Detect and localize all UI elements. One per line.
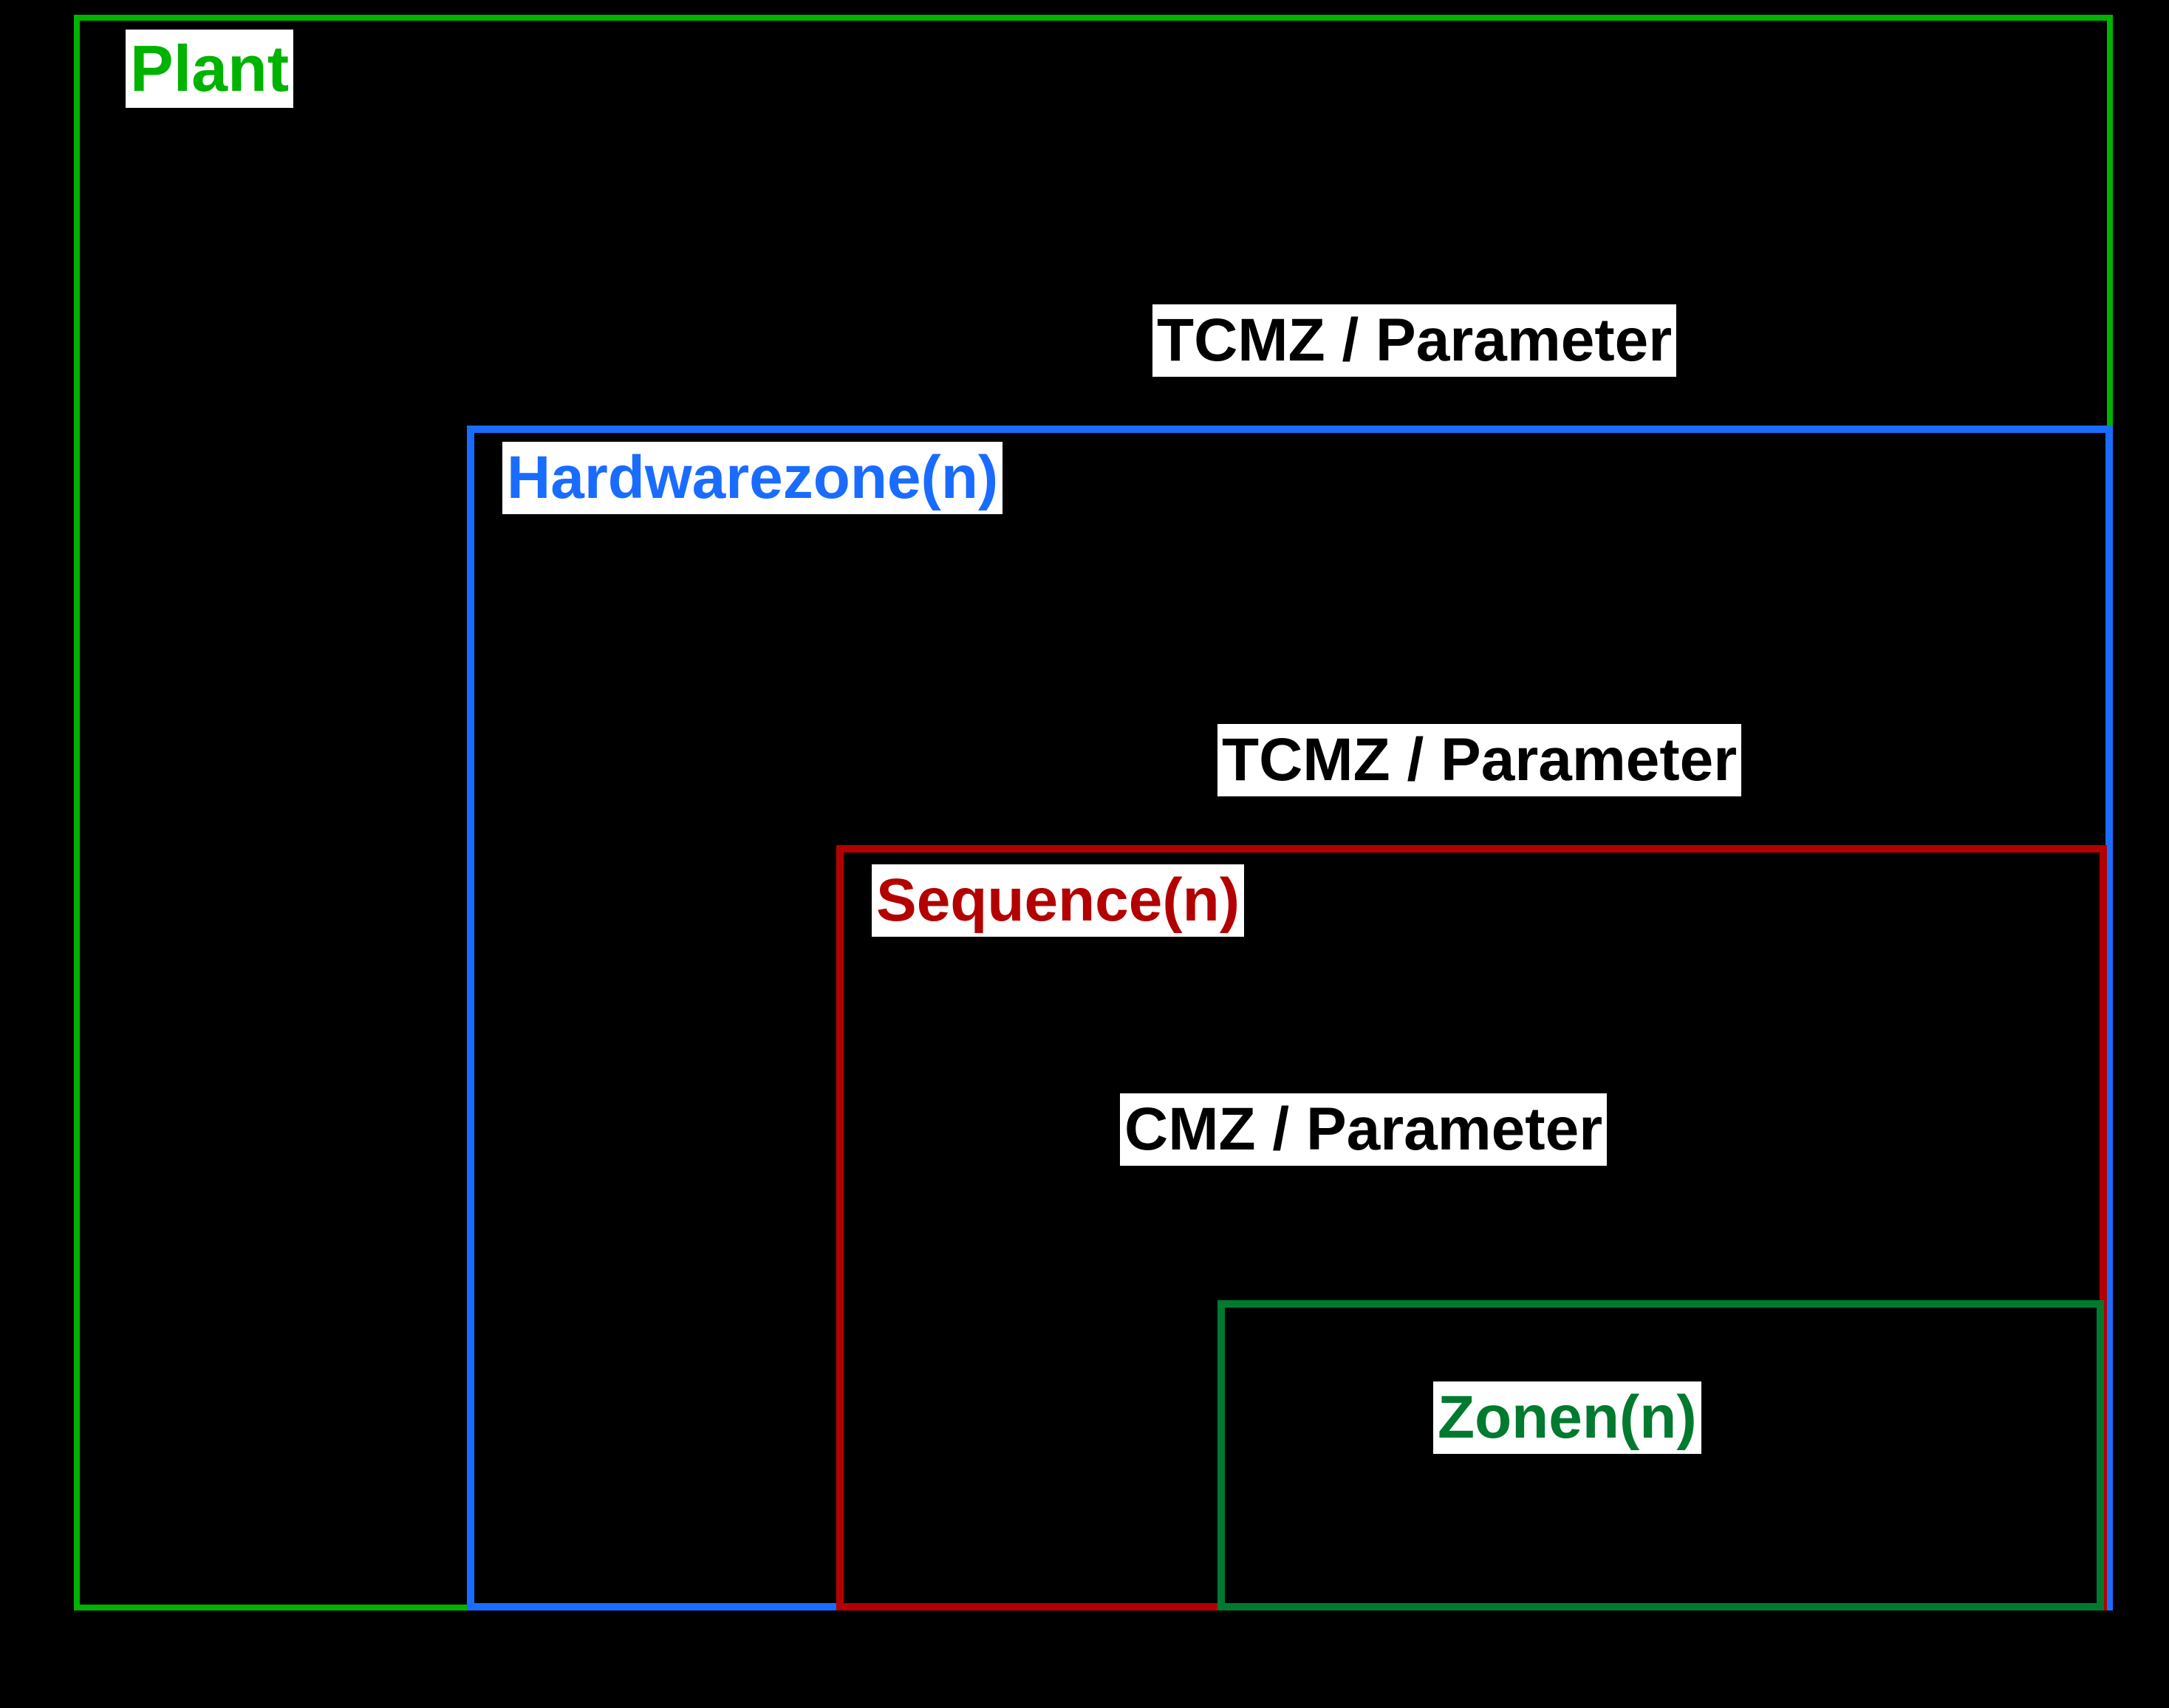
diagram-canvas: Plant TCMZ / Parameter Hardwarezone(n) T… [0,0,2169,1708]
hardwarezone-annotation-tcmz: TCMZ / Parameter [1217,724,1741,796]
zonen-title: Zonen(n) [1433,1381,1701,1454]
zonen-box [1217,1300,2104,1610]
plant-annotation-tcmz: TCMZ / Parameter [1152,304,1676,377]
sequence-annotation-cmz: CMZ / Parameter [1120,1093,1607,1166]
plant-title: Plant [126,30,293,108]
sequence-title: Sequence(n) [872,864,1244,937]
hardwarezone-title: Hardwarezone(n) [502,442,1002,514]
